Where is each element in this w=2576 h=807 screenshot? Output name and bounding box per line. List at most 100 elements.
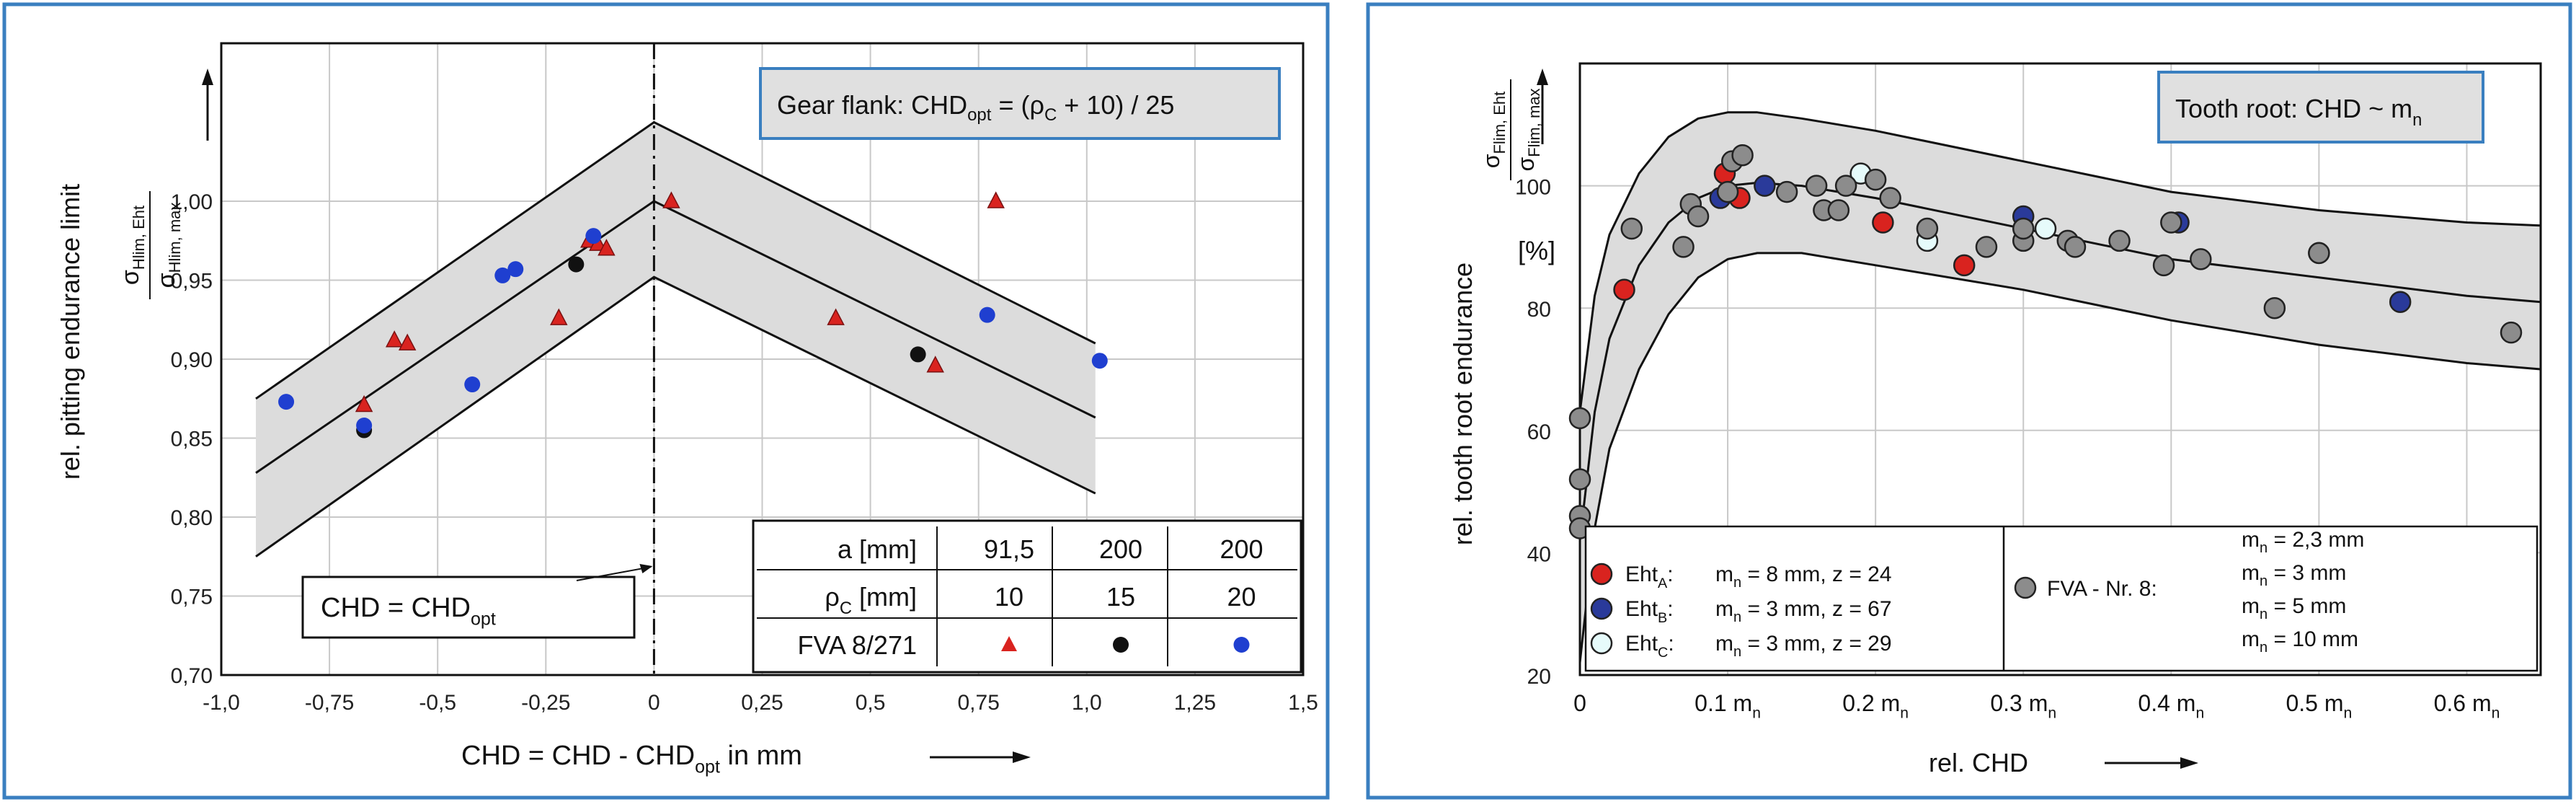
data-point-circle [1568,468,1591,490]
legend-table [752,519,1302,674]
data-point-circle [1620,217,1643,240]
data-point-circle [2034,217,2057,240]
y-tick-label: 20 [1527,665,1551,689]
data-point-circle [1731,144,1754,167]
data-point-circle [1775,180,1798,203]
data-point-circle [2389,291,2412,313]
curve-upper [1578,111,2541,413]
y-tick-label: 40 [1527,542,1551,566]
legend-rho-label: ρC [mm] [825,582,917,618]
x-tick-label: 0.4 mn [2138,690,2204,722]
x-tick-label: 0,75 [958,691,1000,715]
data-point-triangle [398,333,417,350]
legend-marker-triangle [1001,636,1017,651]
data-point-circle [1834,175,1857,197]
plot-frame [220,42,1305,676]
y-ratio-denominator: σFlim, max [1513,88,1543,171]
x-axis-arrowhead [2180,757,2198,769]
data-point-triangle [355,394,373,413]
right-chart: 0 0.1 mn 0.2 mn 0.3 mn 0.4 mn 0.5 mn 0.6 mn 20 4… [1366,2,2572,800]
data-point-circle [464,376,481,393]
data-point-circle [1716,180,1739,203]
legend-series-text: mn = 8 mm, z = 24 [1715,563,1892,591]
x-tick-label: 0.6 mn [2434,690,2500,722]
x-tick-label: -0,5 [419,691,456,715]
data-point-circle [1879,187,1901,209]
y-ratio-numerator: σHlim, Eht [117,206,148,285]
annotation-box [301,576,636,639]
x-tick-label: 0.5 mn [2286,690,2352,722]
x-tick-label: -0,25 [521,691,570,715]
data-point-circle [2160,211,2182,234]
y-unit-label: [%] [1518,236,1555,265]
chart-title: Tooth root: CHD ~ mn [2175,94,2422,130]
y-axis-label: rel. pitting endurance limit [55,184,85,480]
legend-rho-value: 15 [1106,582,1135,612]
scatter-band [1580,112,2541,663]
x-tick-label: 0.3 mn [1990,690,2056,722]
y-tick-label: 60 [1527,420,1551,444]
x-tick-label: 0,25 [741,691,783,715]
y-axis-arrowhead [202,69,213,85]
legend-fva-module: mn = 2,3 mm [2242,528,2364,556]
data-point-circle [1613,278,1635,301]
x-tick-label: 0.1 mn [1695,690,1761,722]
legend-marker [1590,597,1613,620]
data-point-triangle [385,330,404,348]
data-point-circle [1975,236,1998,258]
data-point-circle [2108,229,2131,252]
x-tick-label: 1,0 [1072,691,1102,715]
x-tick-label: 1,5 [1288,691,1318,715]
legend-series-name: EhtA: [1625,563,1674,591]
legend-marker [1590,632,1613,655]
x-tick-label: 0.2 mn [1842,690,1909,722]
scatter-band [256,122,1096,557]
data-point-circle [494,267,511,283]
data-point-triangle [827,308,845,325]
y-tick-label: 0,90 [171,348,213,372]
legend-marker-black [1113,637,1129,653]
data-point-circle [568,256,585,273]
data-point-circle [1568,407,1591,430]
legend-series-name: EhtB: [1625,597,1674,626]
annotation-arrowhead [639,564,653,573]
data-point-triangle [987,191,1005,208]
y-tick-label: 0,95 [171,270,213,294]
data-point-circle [2500,321,2523,344]
data-point-circle [2012,217,2035,240]
data-point-circle [356,417,373,433]
legend-fva-label: FVA - Nr. 8: [2047,577,2157,601]
x-tick-label: -0,75 [305,691,354,715]
title-box [759,67,1281,140]
data-point-circle [1864,168,1887,191]
legend-a-value: 91,5 [984,534,1034,564]
legend-series-text: mn = 3 mm, z = 29 [1715,632,1892,660]
data-point-circle [585,228,602,244]
data-point-triangle [598,239,616,256]
legend-marker-fva [2014,576,2037,599]
data-point-circle [1916,217,1939,240]
data-point-circle [2263,296,2286,319]
left-chart: -1,0 -0,75 -0,5 -0,25 0 0,25 0,5 0,75 1,0 1,25 1,5… [2,2,1330,800]
y-tick-label: 0,80 [171,506,213,530]
legend-marker-blue [1233,637,1250,653]
data-point-circle [1091,353,1108,369]
legend-box [1584,525,2539,672]
legend-fva-module: mn = 5 mm [2242,594,2346,622]
x-tick-label: -1,0 [203,691,240,715]
x-axis-label: CHD = CHD - CHDopt in mm [461,741,802,777]
data-point-circle [1672,236,1695,258]
x-tick-label: 0 [1573,690,1586,716]
y-tick-label: 80 [1527,298,1551,322]
data-point-triangle [550,308,568,325]
x-tick-label: 0,5 [856,691,886,715]
title-box [2157,71,2484,144]
legend-fva-module: mn = 3 mm [2242,561,2346,589]
legend-a-label: a [mm] [838,534,917,564]
data-point-triangle [926,356,944,373]
x-tick-label: 1,25 [1174,691,1216,715]
data-point-circle [2152,254,2175,277]
data-point-circle [1953,254,1976,277]
